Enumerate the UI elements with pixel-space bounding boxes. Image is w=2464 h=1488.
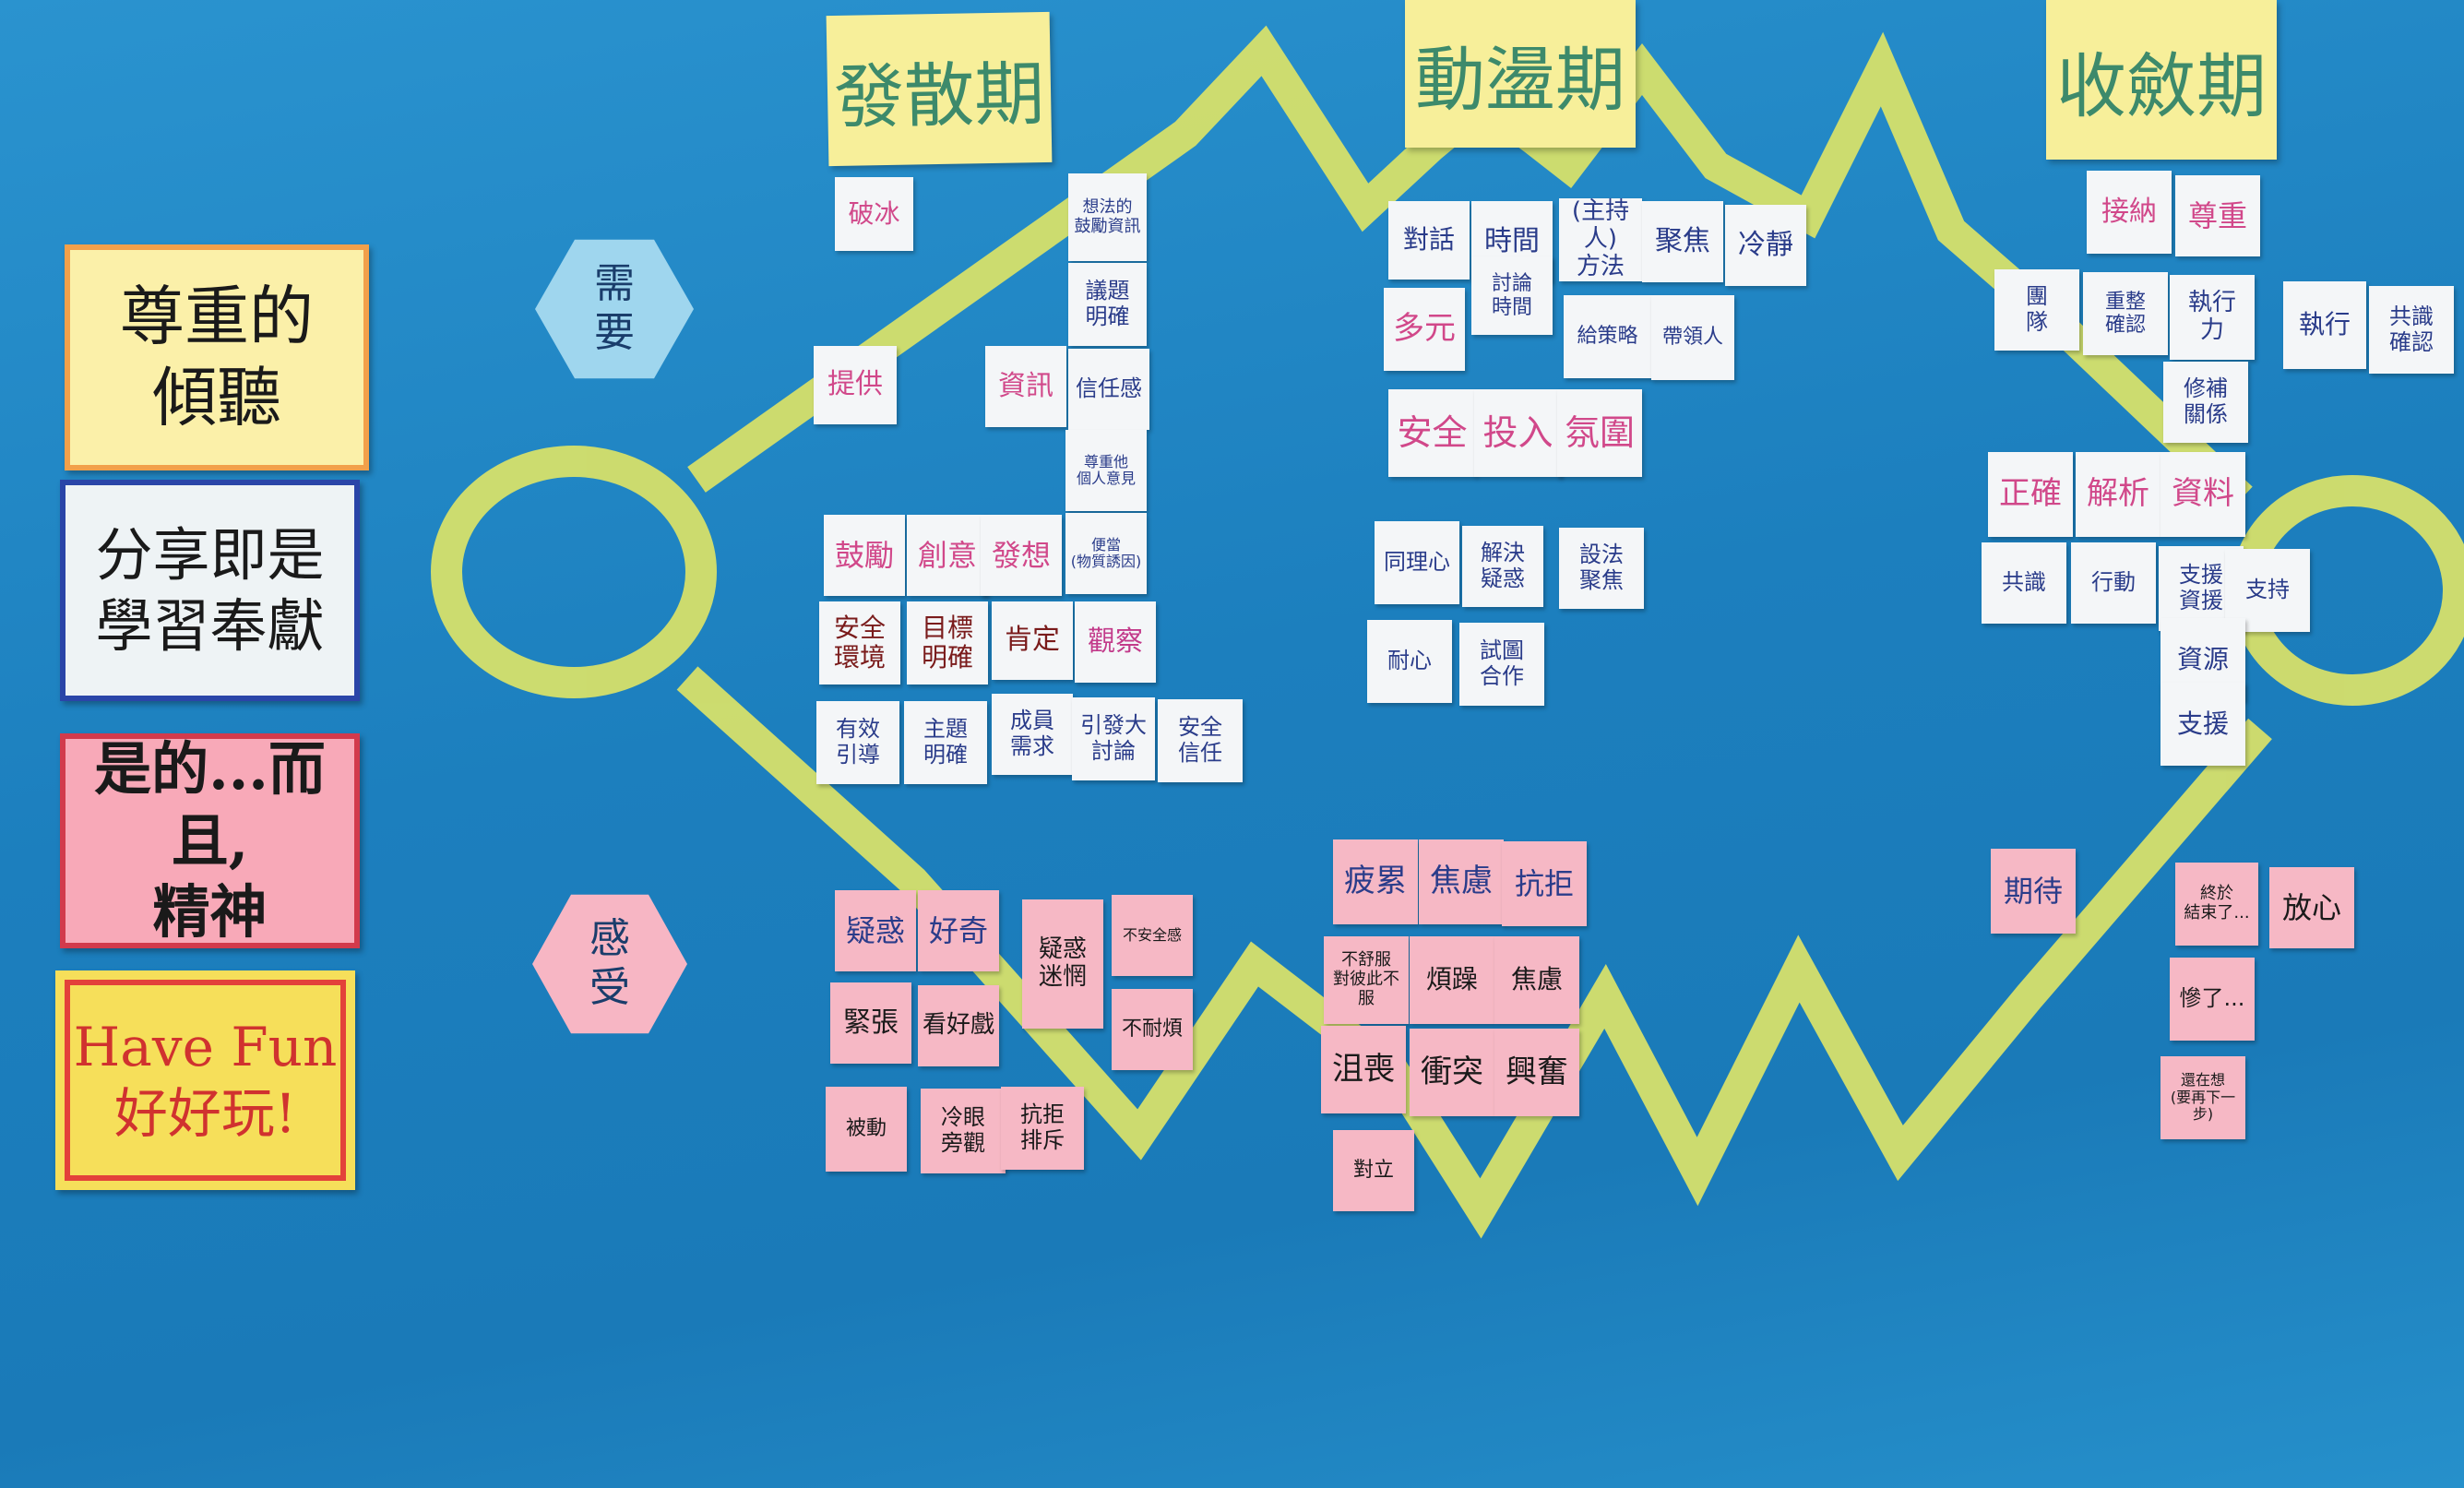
- sticky-note: 行動: [2071, 542, 2156, 624]
- sticky-note: 帶領人: [1651, 295, 1734, 380]
- sticky-note: 成員 需求: [992, 694, 1073, 775]
- sticky-note: 好奇: [918, 890, 999, 971]
- sticky-note: 焦慮: [1494, 936, 1579, 1024]
- sticky-note: 被動: [826, 1087, 907, 1172]
- sticky-note: 尊重: [2175, 175, 2260, 256]
- sticky-note: 放心: [2269, 867, 2354, 948]
- poster-have-fun: Have Fun 好好玩!: [55, 970, 355, 1190]
- phase-header-converge: 收斂期: [2046, 0, 2277, 160]
- sticky-note: 破冰: [835, 177, 913, 251]
- sticky-note: 討論 時間: [1471, 256, 1553, 335]
- sticky-note: 資料: [2160, 452, 2245, 537]
- sticky-note: 執行 力: [2170, 275, 2255, 360]
- poster-sharing-is-learning: 分享即是 學習奉獻: [60, 480, 360, 701]
- sticky-note: 抗拒: [1502, 841, 1587, 926]
- sticky-note: 安全: [1388, 389, 1476, 477]
- sticky-note: 目標 明確: [907, 601, 988, 684]
- sticky-note: (主持人) 方法: [1559, 197, 1642, 281]
- sticky-note: 疑惑: [835, 890, 916, 971]
- sticky-note: 接納: [2087, 171, 2172, 254]
- sticky-note: 不安全感: [1112, 895, 1193, 976]
- sticky-note: 有效 引導: [816, 701, 899, 784]
- sticky-note: 對立: [1333, 1130, 1414, 1211]
- sticky-note: 同理心: [1375, 521, 1459, 604]
- sticky-note: 安全 信任: [1158, 699, 1243, 782]
- sticky-note: 疑惑 迷惘: [1022, 899, 1103, 1029]
- sticky-note: 還在想 (要再下一步): [2160, 1056, 2245, 1139]
- sticky-note: 沮喪: [1321, 1026, 1406, 1113]
- sticky-note: 緊張: [830, 982, 911, 1064]
- sticky-note: 抗拒 排斥: [1001, 1087, 1084, 1170]
- phase-header-diverge: 發散期: [826, 11, 1053, 167]
- sticky-note: 發想: [981, 515, 1062, 596]
- sticky-note: 期待: [1991, 849, 2076, 934]
- sticky-note: 給策略: [1564, 295, 1651, 378]
- sticky-note: 安全 環境: [819, 601, 900, 684]
- sticky-note: 不舒服 對彼此不服: [1324, 936, 1409, 1024]
- sticky-note: 便當 (物質誘因): [1065, 513, 1147, 594]
- sticky-note: 正確: [1988, 452, 2073, 537]
- hexagon-need: 需 要: [535, 239, 694, 379]
- sticky-note: 耐心: [1367, 620, 1452, 703]
- sticky-note: 重整 確認: [2083, 272, 2168, 355]
- sticky-note: 興奮: [1494, 1029, 1579, 1116]
- sticky-note: 煩躁: [1410, 936, 1494, 1024]
- sticky-note: 主題 明確: [904, 701, 987, 784]
- sticky-note: 鼓勵: [824, 515, 905, 596]
- sticky-note: 投入: [1474, 389, 1562, 477]
- sticky-note: 冷靜: [1725, 205, 1806, 286]
- sticky-note: 冷眼 旁觀: [921, 1089, 1006, 1173]
- sticky-note: 尊重他 個人意見: [1065, 430, 1147, 511]
- sticky-note: 資訊: [985, 346, 1066, 427]
- sticky-note: 議題 明確: [1068, 263, 1147, 346]
- sticky-note: 解析: [2076, 452, 2160, 537]
- sticky-note: 信任感: [1068, 349, 1149, 430]
- sticky-note: 創意: [907, 515, 988, 596]
- sticky-note: 不耐煩: [1112, 989, 1193, 1070]
- sticky-note: 團 隊: [1994, 269, 2079, 351]
- sticky-note: 執行: [2283, 281, 2366, 369]
- sticky-note: 共識 確認: [2369, 286, 2454, 374]
- sticky-note: 觀察: [1075, 601, 1156, 683]
- sticky-note: 慘了...: [2170, 958, 2255, 1041]
- sticky-note: 共識: [1982, 542, 2066, 624]
- sticky-note: 氛圍: [1557, 389, 1642, 477]
- sticky-note: 試圖 合作: [1459, 623, 1544, 706]
- sticky-note: 多元: [1384, 288, 1465, 371]
- sticky-note: 設法 聚焦: [1559, 528, 1644, 609]
- sticky-note: 肯定: [992, 601, 1073, 680]
- sticky-note: 對話: [1388, 201, 1470, 280]
- sticky-note: 支持: [2225, 549, 2310, 632]
- sticky-note: 焦慮: [1419, 839, 1504, 924]
- sticky-note: 終於 結束了...: [2175, 863, 2258, 946]
- poster-respectful-listening: 尊重的 傾聽: [65, 244, 369, 470]
- sticky-note: 想法的 鼓勵資訊: [1068, 173, 1147, 261]
- sticky-note: 聚焦: [1642, 201, 1723, 282]
- sticky-note: 支援: [2160, 683, 2245, 766]
- sticky-note: 看好戲: [918, 985, 999, 1066]
- sticky-note: 疲累: [1333, 839, 1418, 924]
- sticky-note: 提供: [814, 346, 897, 424]
- phase-header-groan: 動盪期: [1405, 0, 1636, 148]
- sticky-note: 衝突: [1410, 1029, 1494, 1116]
- sticky-note: 修補 關係: [2163, 362, 2248, 443]
- poster-yes-and-spirit: 是的...而且, 精神: [60, 733, 360, 948]
- tape-left-circle: [431, 446, 717, 698]
- sticky-note: 引發大 討論: [1072, 697, 1155, 780]
- sticky-note: 解決 疑惑: [1462, 526, 1543, 607]
